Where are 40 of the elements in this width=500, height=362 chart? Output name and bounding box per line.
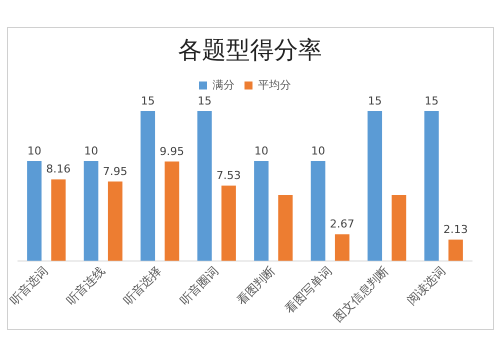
- data-label: 10: [254, 144, 268, 158]
- data-label: 8.16: [46, 162, 71, 176]
- bar: [140, 110, 156, 261]
- data-label: 7.95: [102, 164, 128, 178]
- bar: [51, 179, 66, 261]
- x-tick-label: 看图判断: [234, 264, 278, 308]
- bar: [197, 110, 212, 261]
- x-tick-label: 听音圈词: [177, 264, 222, 308]
- bar: [254, 160, 269, 261]
- legend-label: 满分: [212, 78, 234, 92]
- chart-title: 各题型得分率: [177, 35, 323, 66]
- x-tick-label: 听音连线: [64, 264, 108, 308]
- data-label: 2.67: [330, 218, 354, 231]
- x-tick-label: 听音选择: [120, 264, 164, 308]
- bar: [278, 194, 293, 261]
- x-tick-label: 图文信息判断: [330, 264, 392, 324]
- bar: [310, 160, 326, 261]
- data-label: 15: [140, 94, 155, 108]
- data-label: 10: [84, 144, 98, 158]
- x-tick-label: 阅读选词: [404, 264, 448, 308]
- data-label: 10: [27, 144, 42, 158]
- legend-label: 平均分: [258, 80, 291, 92]
- bar: [108, 181, 122, 261]
- bar: [448, 240, 463, 261]
- bar: [27, 160, 42, 261]
- bar: [392, 194, 406, 261]
- bar: [221, 186, 236, 261]
- bar: [368, 110, 382, 261]
- x-tick-label: 听音选词: [7, 264, 51, 308]
- bar: [84, 160, 98, 261]
- bar: [424, 110, 439, 261]
- data-label: 9.95: [160, 144, 184, 158]
- data-label: 15: [424, 94, 439, 108]
- bar: [164, 161, 180, 261]
- data-label: 10: [311, 144, 326, 158]
- data-label: 15: [368, 94, 382, 108]
- bar: [334, 234, 350, 261]
- data-label: 15: [198, 94, 212, 108]
- data-label: 7.53: [216, 169, 241, 182]
- data-label: 2.13: [443, 222, 468, 236]
